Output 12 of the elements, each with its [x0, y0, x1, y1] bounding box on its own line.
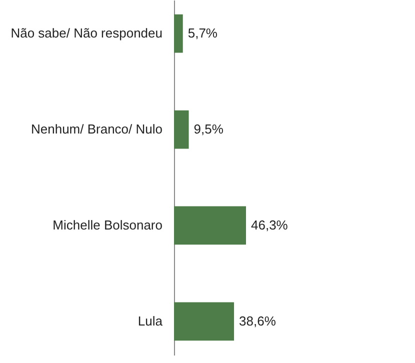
data-label: 9,5% — [194, 122, 224, 137]
data-label: 46,3% — [251, 217, 288, 232]
y-tick-label: Não sabe/ Não respondeu — [10, 26, 162, 41]
bar — [174, 110, 189, 149]
bar — [174, 302, 234, 341]
data-label: 38,6% — [239, 313, 276, 328]
bar — [174, 206, 246, 245]
bar — [174, 14, 183, 53]
y-tick-label: Nenhum/ Branco/ Nulo — [30, 122, 162, 137]
data-label: 5,7% — [188, 26, 218, 41]
y-tick-label: Lula — [138, 313, 164, 328]
y-tick-label: Michelle Bolsonaro — [52, 217, 162, 232]
